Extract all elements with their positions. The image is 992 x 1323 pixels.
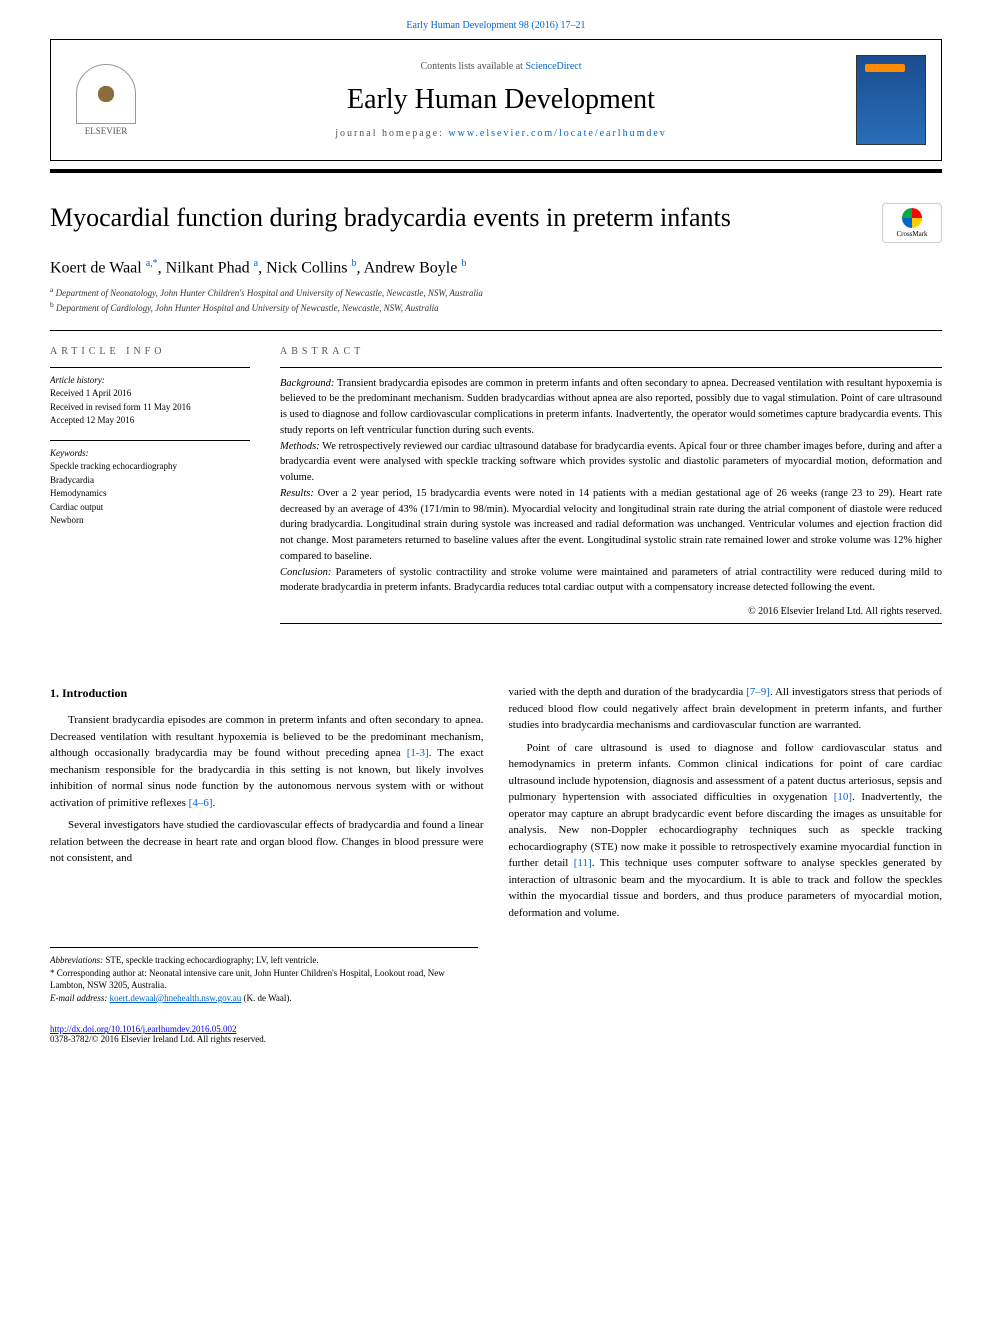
sciencedirect-link[interactable]: ScienceDirect [525,61,581,72]
keywords-block: Keywords: Speckle tracking echocardiogra… [50,440,250,528]
keyword: Hemodynamics [50,487,250,501]
crossmark-label: CrossMark [896,230,927,238]
page-footer: http://dx.doi.org/10.1016/j.earlhumdev.2… [50,1024,942,1044]
footnotes: Abbreviations: STE, speckle tracking ech… [50,947,478,1004]
accepted-date: Accepted 12 May 2016 [50,414,250,428]
revised-date: Received in revised form 11 May 2016 [50,401,250,415]
email-link[interactable]: koert.dewaal@hnehealth.nsw.gov.au [110,993,242,1003]
results-label: Results: [280,488,314,499]
body-p4: Point of care ultrasound is used to diag… [509,740,943,922]
abstract-label: ABSTRACT [280,346,942,357]
contents-line: Contents lists available at ScienceDirec… [146,61,856,72]
journal-cover-thumbnail [856,55,926,145]
history-label: Article history: [50,374,250,388]
doi-link[interactable]: http://dx.doi.org/10.1016/j.earlhumdev.2… [50,1024,237,1034]
divider [50,330,942,331]
methods-label: Methods: [280,441,320,452]
body-p2: Several investigators have studied the c… [50,817,484,867]
affiliation-a: a Department of Neonatology, John Hunter… [50,285,942,300]
article-info-column: ARTICLE INFO Article history: Received 1… [50,346,250,625]
keywords-label: Keywords: [50,447,250,461]
header-citation: Early Human Development 98 (2016) 17–21 [50,20,942,31]
abbrev-text: STE, speckle tracking echocardiography; … [103,955,318,965]
keyword: Bradycardia [50,474,250,488]
journal-name: Early Human Development [146,84,856,116]
homepage-line: journal homepage: www.elsevier.com/locat… [146,128,856,139]
affiliations: a Department of Neonatology, John Hunter… [50,285,942,314]
corresponding-line: * Corresponding author at: Neonatal inte… [50,967,478,992]
authors-line: Koert de Waal a,*, Nilkant Phad a, Nick … [50,258,942,277]
email-label: E-mail address: [50,993,107,1003]
body-two-column: 1. Introduction Transient bradycardia ep… [50,684,942,927]
homepage-link[interactable]: www.elsevier.com/locate/earlhumdev [448,128,666,139]
elsevier-logo: ELSEVIER [66,55,146,145]
background-text: Transient bradycardia episodes are commo… [280,378,942,436]
elsevier-text: ELSEVIER [85,126,128,136]
abstract-column: ABSTRACT Background: Transient bradycard… [280,346,942,625]
corr-text: Corresponding author at: Neonatal intens… [50,968,445,991]
abstract-bottom-rule [280,623,942,624]
body-right-column: varied with the depth and duration of th… [509,684,943,927]
abbrev-label: Abbreviations: [50,955,103,965]
body-p1: Transient bradycardia episodes are commo… [50,712,484,811]
homepage-prefix: journal homepage: [335,128,448,139]
affiliation-b: b Department of Cardiology, John Hunter … [50,300,942,315]
contents-prefix: Contents lists available at [420,61,525,72]
body-left-column: 1. Introduction Transient bradycardia ep… [50,684,484,927]
abbreviations-line: Abbreviations: STE, speckle tracking ech… [50,954,478,967]
title-row: Myocardial function during bradycardia e… [50,203,942,243]
crossmark-badge[interactable]: CrossMark [882,203,942,243]
received-date: Received 1 April 2016 [50,387,250,401]
conclusion-label: Conclusion: [280,567,331,578]
journal-header-box: ELSEVIER Contents lists available at Sci… [50,39,942,161]
keyword: Speckle tracking echocardiography [50,460,250,474]
keyword: Newborn [50,514,250,528]
crossmark-icon [902,208,922,228]
info-abstract-row: ARTICLE INFO Article history: Received 1… [50,346,942,625]
email-line: E-mail address: koert.dewaal@hnehealth.n… [50,992,478,1005]
copyright-line: © 2016 Elsevier Ireland Ltd. All rights … [280,604,942,619]
keyword: Cardiac output [50,501,250,515]
abstract-text: Background: Transient bradycardia episod… [280,367,942,620]
background-label: Background: [280,378,334,389]
article-info-label: ARTICLE INFO [50,346,250,357]
article-history: Article history: Received 1 April 2016 R… [50,367,250,428]
header-center: Contents lists available at ScienceDirec… [146,61,856,139]
article-title: Myocardial function during bradycardia e… [50,203,882,233]
conclusion-text: Parameters of systolic contractility and… [280,567,942,594]
elsevier-tree-icon [76,64,136,124]
intro-heading: 1. Introduction [50,684,484,702]
methods-text: We retrospectively reviewed our cardiac … [280,441,942,484]
header-divider-bar [50,169,942,173]
email-suffix: (K. de Waal). [241,993,291,1003]
issn-line: 0378-3782/© 2016 Elsevier Ireland Ltd. A… [50,1034,266,1044]
results-text: Over a 2 year period, 15 bradycardia eve… [280,488,942,562]
body-p3: varied with the depth and duration of th… [509,684,943,734]
